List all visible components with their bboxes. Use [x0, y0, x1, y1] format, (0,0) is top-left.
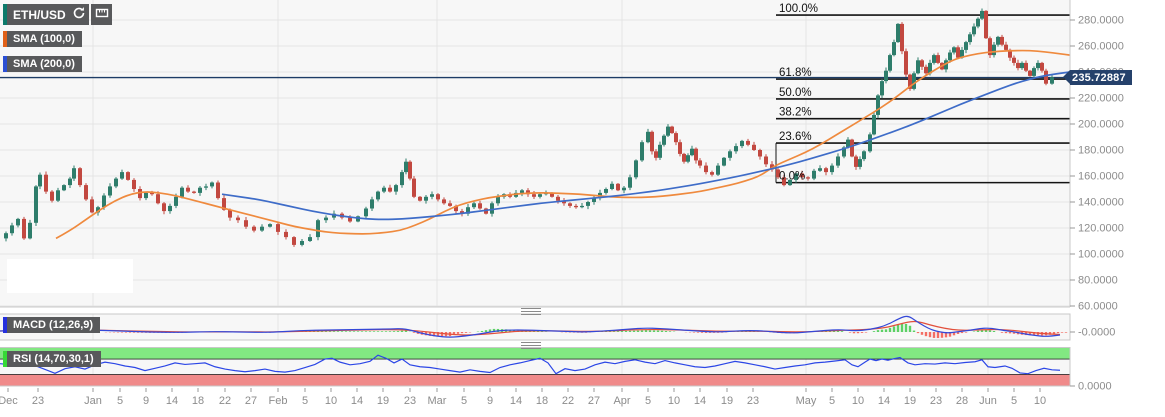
x-axis-tick-label: 14	[878, 395, 890, 407]
panel-resize-handle-rsi[interactable]	[521, 342, 541, 349]
measure-ruler-icon	[95, 7, 109, 22]
x-axis-tick-label: 19	[377, 395, 389, 407]
fib-level-label: 61.8%	[779, 67, 812, 79]
rsi-label: RSI (14,70,30,1)	[13, 353, 94, 365]
indicator-chip-sma200[interactable]: SMA (200,0)	[3, 56, 82, 72]
fibonacci-labels: 100.0% 61.8% 50.0% 38.2% 23.6% 0.0%	[779, 3, 818, 183]
symbol-accent-bar	[3, 4, 7, 25]
indicator-chip-macd[interactable]: MACD (12,26,9)	[3, 317, 101, 333]
x-axis-tick-label: 23	[747, 395, 759, 407]
rsi-axis-label: 0.0000	[1078, 381, 1112, 393]
rsi-overbought-band	[0, 347, 1070, 360]
x-axis-tick-label: 5	[117, 395, 123, 407]
x-axis-tick-label: 10	[852, 395, 864, 407]
x-axis-tick-label: Feb	[269, 395, 288, 407]
macd-label: MACD (12,26,9)	[13, 319, 94, 331]
x-axis-tick-label: Dec	[0, 395, 18, 407]
rsi-line	[0, 354, 1061, 375]
fib-level-label: 23.6%	[779, 131, 812, 143]
y-axis-tick-label: 140.0000	[1078, 197, 1124, 209]
sma200-label: SMA (200,0)	[13, 58, 75, 70]
x-axis-tick-label: 5	[829, 395, 835, 407]
y-axis-tick-label: 100.0000	[1078, 249, 1124, 261]
y-axis-tick-label: 180.0000	[1078, 145, 1124, 157]
x-axis-tick-label: 5	[1011, 395, 1017, 407]
measure-button[interactable]	[91, 4, 112, 25]
x-axis-tick-label: 5	[645, 395, 651, 407]
rsi-accent-bar	[3, 351, 7, 367]
x-axis-tick-label: 22	[219, 395, 231, 407]
x-axis-tick-label: 22	[562, 395, 574, 407]
rsi-oversold-band	[0, 374, 1070, 386]
sma100-accent-bar	[3, 31, 7, 47]
y-axis-tick-label: 160.0000	[1078, 171, 1124, 183]
refresh-icon	[72, 6, 86, 23]
x-axis-tick-label: Apr	[613, 395, 630, 407]
x-axis-tick-label: 9	[487, 395, 493, 407]
fib-level-label: 100.0%	[779, 3, 818, 15]
macd-accent-bar	[3, 317, 7, 333]
symbol-chip[interactable]: ETH/USD	[3, 4, 73, 25]
gridlines	[0, 0, 1070, 386]
x-axis-tick-label: Mar	[428, 395, 447, 407]
last-price-label: 235.72887	[1063, 70, 1132, 85]
x-axis-tick-label: Jan	[84, 395, 102, 407]
y-axis-tick-label: 260.0000	[1078, 41, 1124, 53]
x-axis-tick-label: 23	[32, 395, 44, 407]
macd-axis-label: -0.0000	[1078, 327, 1115, 339]
macd-panel	[0, 315, 1068, 339]
macd-line	[0, 315, 1061, 338]
rsi-panel	[0, 347, 1070, 386]
x-axis-tick-label: 23	[930, 395, 942, 407]
x-axis-tick-label: 9	[143, 395, 149, 407]
y-axis-tick-label: 220.0000	[1078, 93, 1124, 105]
sma-line-0	[55, 49, 1071, 240]
y-axis-tick-label: 120.0000	[1078, 223, 1124, 235]
sma100-label: SMA (100,0)	[13, 33, 75, 45]
x-axis-tick-label: 23	[404, 395, 416, 407]
y-axis-tick-label: 200.0000	[1078, 119, 1124, 131]
fib-level-label: 38.2%	[779, 107, 812, 119]
y-axis-tick-label: 280.0000	[1078, 15, 1124, 27]
y-axis-tick-label: 60.0000	[1078, 301, 1118, 313]
watermark-box	[7, 259, 133, 293]
x-axis-tick-label: 10	[1034, 395, 1046, 407]
x-axis-tick-label: 5	[302, 395, 308, 407]
symbol-label: ETH/USD	[13, 7, 66, 22]
x-axis-tick-label: 14	[351, 395, 363, 407]
x-axis-tick-label: 27	[245, 395, 257, 407]
x-axis-tick-label: 28	[956, 395, 968, 407]
x-axis-tick-label: May	[796, 395, 817, 407]
price-arrow-icon	[1063, 70, 1070, 84]
fib-level-label: 0.0%	[779, 171, 805, 183]
fib-level-label: 50.0%	[779, 87, 812, 99]
x-axis-tick-label: 14	[694, 395, 706, 407]
indicator-chip-rsi[interactable]: RSI (14,70,30,1)	[3, 351, 101, 367]
sma200-accent-bar	[3, 56, 7, 72]
x-axis-tick-label: 19	[721, 395, 733, 407]
x-axis-tick-label: 5	[461, 395, 467, 407]
y-axis-tick-label: 80.0000	[1078, 275, 1118, 287]
x-axis-tick-label: 19	[904, 395, 916, 407]
indicator-chip-sma100[interactable]: SMA (100,0)	[3, 31, 82, 47]
time-axis: Dec 23 Jan 5 9 14 18 22 27 Feb 5 10 14 19 23 Mar 5 9 14 18 2…	[0, 388, 1046, 407]
panel-backgrounds	[0, 0, 1070, 386]
x-axis-tick-label: 18	[192, 395, 204, 407]
x-axis-tick-label: 18	[536, 395, 548, 407]
sma-line-1	[221, 71, 1071, 221]
x-axis-tick-label: 10	[325, 395, 337, 407]
x-axis-tick-label: Jun	[979, 395, 997, 407]
x-axis-tick-label: 14	[510, 395, 522, 407]
candlestick-series	[4, 8, 1054, 247]
x-axis-tick-label: 10	[668, 395, 680, 407]
panel-resize-handle-macd[interactable]	[521, 308, 541, 315]
x-axis-tick-label: 27	[588, 395, 600, 407]
price-value: 235.72887	[1070, 70, 1132, 85]
x-axis-tick-label: 14	[166, 395, 178, 407]
refresh-button[interactable]	[68, 4, 89, 25]
price-axis: 280.0000260.0000240.0000220.0000200.0000…	[1070, 15, 1124, 393]
fibonacci-retracement	[775, 14, 1070, 184]
